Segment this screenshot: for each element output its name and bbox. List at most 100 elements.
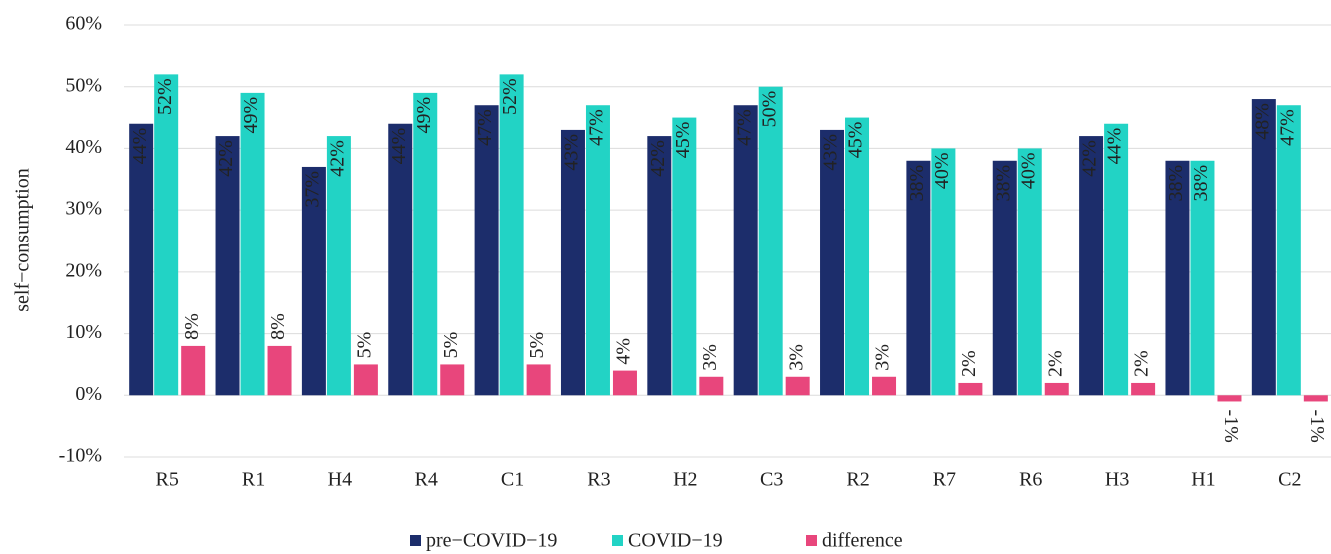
value-label: -1%: [1306, 409, 1328, 442]
value-label: 40%: [931, 152, 953, 189]
y-tick-label: 30%: [65, 198, 102, 220]
bar: [526, 364, 551, 396]
x-tick-label: R2: [846, 469, 869, 491]
bar: [474, 105, 499, 396]
value-label: 42%: [326, 140, 348, 177]
value-label: 3%: [872, 344, 894, 371]
value-label: 44%: [1104, 128, 1126, 165]
bar: [672, 117, 697, 396]
bar: [1251, 99, 1276, 396]
bar: [240, 92, 265, 396]
x-tick-label: R7: [933, 469, 956, 491]
bar: [699, 376, 724, 396]
x-tick-label: R4: [415, 469, 438, 491]
value-label: 4%: [613, 338, 635, 365]
bar: [301, 166, 326, 396]
legend-label: COVID−19: [628, 530, 723, 552]
value-label: 5%: [353, 332, 375, 359]
value-label: 38%: [1190, 165, 1212, 202]
value-label: 5%: [526, 332, 548, 359]
bar: [388, 123, 413, 396]
y-tick-label: 40%: [65, 136, 102, 158]
bar: [906, 160, 931, 396]
legend-swatch: [410, 535, 421, 546]
legend-swatch: [806, 535, 817, 546]
bar: [181, 345, 206, 396]
x-tick-label: H4: [328, 469, 352, 491]
bar: [267, 345, 292, 396]
x-tick-label: H1: [1191, 469, 1215, 491]
x-tick-label: H2: [673, 469, 697, 491]
bar: [1276, 105, 1301, 396]
bar: [1044, 382, 1069, 396]
bar: [931, 148, 956, 396]
x-tick-label: R5: [156, 469, 179, 491]
x-tick-label: C3: [760, 469, 783, 491]
bar: [845, 117, 870, 396]
value-label: 44%: [388, 128, 410, 165]
x-tick-label: C1: [501, 469, 524, 491]
y-tick-label: 20%: [65, 259, 102, 281]
bar: [440, 364, 465, 396]
bar: [733, 105, 758, 396]
bar: [1190, 160, 1215, 396]
bar: [560, 129, 585, 396]
value-label: 38%: [1165, 165, 1187, 202]
bar: [992, 160, 1017, 396]
bar: [154, 74, 179, 396]
value-label: 8%: [267, 313, 289, 340]
bar: [413, 92, 438, 396]
value-label: 43%: [561, 134, 583, 171]
value-label: 40%: [1017, 152, 1039, 189]
bar: [612, 370, 637, 396]
y-tick-label: 10%: [65, 321, 102, 343]
value-label: 2%: [1044, 350, 1066, 377]
bar: [499, 74, 524, 396]
bar: [647, 136, 672, 396]
legend-label: difference: [822, 530, 903, 552]
value-label: 3%: [785, 344, 807, 371]
value-label: 45%: [672, 122, 694, 159]
bar: [1165, 160, 1190, 396]
value-label: 52%: [499, 78, 521, 115]
bar: [958, 382, 983, 396]
x-tick-label: R3: [587, 469, 610, 491]
bar: [585, 105, 610, 396]
value-label: 44%: [129, 128, 151, 165]
y-tick-label: 0%: [75, 383, 102, 405]
value-label: 3%: [699, 344, 721, 371]
value-label: 38%: [992, 165, 1014, 202]
bar: [1017, 148, 1042, 396]
value-label: 42%: [1079, 140, 1101, 177]
bar: [1303, 395, 1328, 402]
bar: [1131, 382, 1156, 396]
y-tick-label: 60%: [65, 13, 102, 35]
bar: [872, 376, 897, 396]
value-label: 50%: [758, 91, 780, 128]
legend-label: pre−COVID−19: [426, 530, 557, 552]
value-label: 47%: [1276, 109, 1298, 146]
value-label: 42%: [215, 140, 237, 177]
value-label: 42%: [647, 140, 669, 177]
value-label: 45%: [845, 122, 867, 159]
x-tick-label: R6: [1019, 469, 1042, 491]
value-label: 37%: [301, 171, 323, 208]
y-tick-label: 50%: [65, 74, 102, 96]
bar: [1217, 395, 1242, 402]
value-label: 49%: [240, 97, 262, 134]
bar: [758, 86, 783, 396]
value-label: 38%: [906, 165, 928, 202]
value-label: 48%: [1251, 103, 1273, 140]
y-axis-label: self−consumption: [12, 168, 34, 312]
bar: [129, 123, 154, 396]
x-tick-label: R1: [242, 469, 265, 491]
value-label: 52%: [154, 78, 176, 115]
value-label: 2%: [958, 350, 980, 377]
value-label: 5%: [440, 332, 462, 359]
x-tick-label: H3: [1105, 469, 1129, 491]
bar: [1104, 123, 1129, 396]
value-label: 47%: [733, 109, 755, 146]
value-label: 47%: [586, 109, 608, 146]
value-label: 47%: [474, 109, 496, 146]
